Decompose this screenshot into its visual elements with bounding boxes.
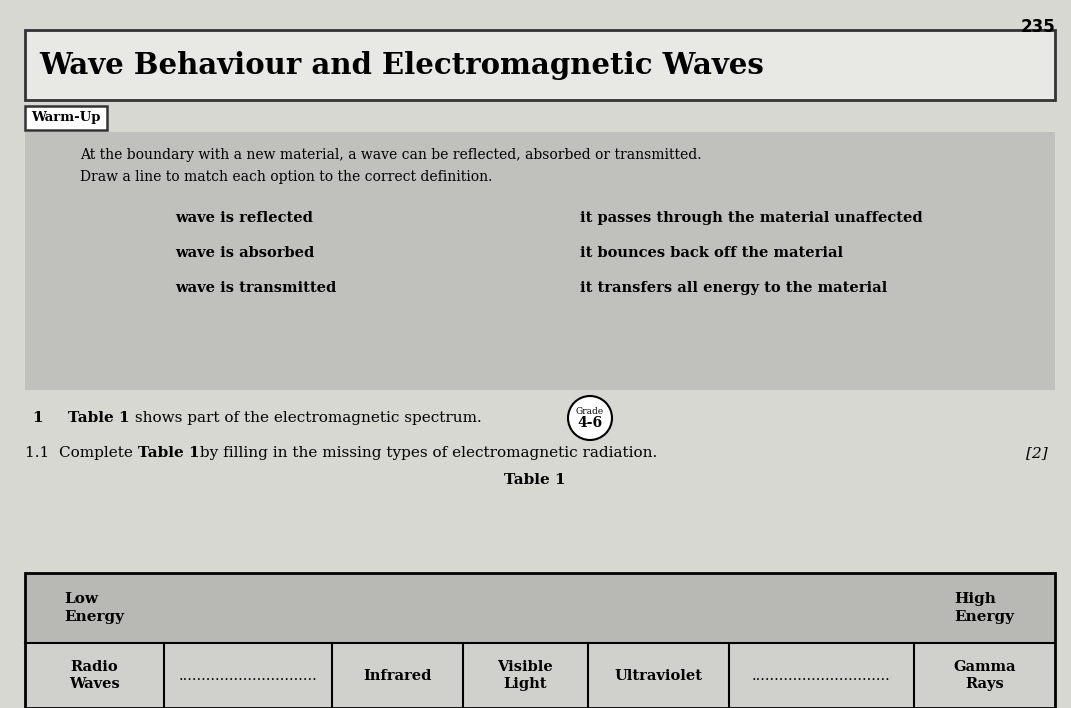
Text: it bounces back off the material: it bounces back off the material (580, 246, 843, 260)
Text: Table 1: Table 1 (138, 446, 199, 460)
Text: 1.1  Complete: 1.1 Complete (25, 446, 138, 460)
FancyBboxPatch shape (25, 106, 107, 130)
Text: High
Energy: High Energy (954, 593, 1014, 624)
FancyBboxPatch shape (25, 643, 1055, 708)
Text: wave is transmitted: wave is transmitted (175, 281, 336, 295)
Text: 235: 235 (1021, 18, 1055, 36)
Text: Grade: Grade (576, 408, 604, 416)
Text: wave is absorbed: wave is absorbed (175, 246, 314, 260)
Text: by filling in the missing types of electromagnetic radiation.: by filling in the missing types of elect… (195, 446, 658, 460)
FancyBboxPatch shape (25, 573, 1055, 643)
Text: shows part of the electromagnetic spectrum.: shows part of the electromagnetic spectr… (130, 411, 482, 425)
Text: it transfers all energy to the material: it transfers all energy to the material (580, 281, 887, 295)
Text: Infrared: Infrared (363, 668, 432, 683)
Text: Gamma
Rays: Gamma Rays (953, 660, 1015, 691)
Text: At the boundary with a new material, a wave can be reflected, absorbed or transm: At the boundary with a new material, a w… (80, 148, 702, 162)
Text: wave is reflected: wave is reflected (175, 211, 313, 225)
Text: 4-6: 4-6 (577, 416, 603, 430)
Text: Table 1: Table 1 (67, 411, 130, 425)
Text: [2]: [2] (1026, 446, 1049, 460)
FancyBboxPatch shape (25, 132, 1055, 390)
Circle shape (568, 396, 612, 440)
FancyBboxPatch shape (25, 30, 1055, 100)
Text: Table 1: Table 1 (504, 473, 565, 487)
Text: ..............................: .............................. (752, 668, 891, 683)
Text: Ultraviolet: Ultraviolet (615, 668, 703, 683)
Text: it passes through the material unaffected: it passes through the material unaffecte… (580, 211, 922, 225)
Text: Low
Energy: Low Energy (64, 593, 124, 624)
Text: ..............................: .............................. (179, 668, 318, 683)
Text: 1: 1 (32, 411, 43, 425)
Text: Visible
Light: Visible Light (497, 660, 554, 691)
Text: Draw a line to match each option to the correct definition.: Draw a line to match each option to the … (80, 170, 493, 184)
Text: Wave Behaviour and Electromagnetic Waves: Wave Behaviour and Electromagnetic Waves (39, 50, 764, 79)
Text: Warm-Up: Warm-Up (31, 111, 101, 125)
Text: Radio
Waves: Radio Waves (70, 660, 120, 691)
